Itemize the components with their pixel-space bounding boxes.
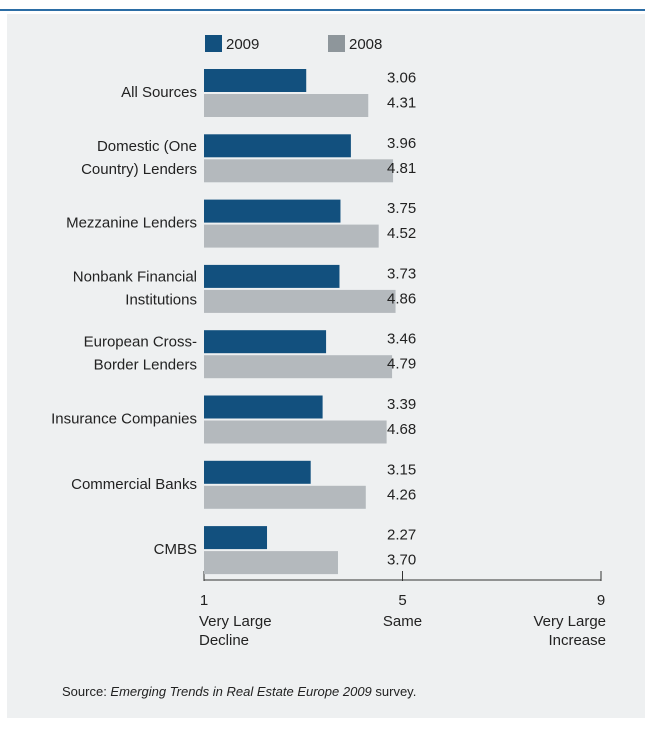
source-title: Emerging Trends in Real Estate Europe 20…: [110, 684, 371, 699]
x-tick-description: Decline: [199, 632, 249, 649]
bar: [204, 289, 396, 313]
bar: [204, 94, 369, 117]
bar: [204, 199, 341, 223]
value-label: 3.39: [387, 396, 416, 413]
legend-swatch: [328, 35, 345, 52]
x-tick-label: 5: [398, 592, 406, 609]
bar: [204, 159, 394, 183]
x-tick-label: 9: [597, 592, 605, 609]
category-label: Country) Lenders: [81, 161, 197, 178]
source-prefix: Source:: [62, 684, 110, 699]
value-label: 3.06: [387, 69, 416, 86]
legend-label: 2008: [349, 36, 382, 53]
bar: [204, 485, 366, 509]
x-tick-description: Very Large: [533, 613, 606, 630]
legend-label: 2009: [226, 36, 259, 53]
value-label: 4.52: [387, 225, 416, 242]
x-tick-label: 1: [200, 592, 208, 609]
value-label: 3.96: [387, 135, 416, 152]
value-label: 4.31: [387, 94, 416, 111]
category-label: Commercial Banks: [71, 476, 197, 493]
bar: [204, 69, 307, 92]
category-label: European Cross-: [84, 334, 197, 351]
value-label: 3.70: [387, 552, 416, 569]
bar: [204, 526, 268, 550]
category-label: Mezzanine Lenders: [66, 215, 197, 232]
category-label: Insurance Companies: [51, 410, 197, 427]
value-label: 3.15: [387, 461, 416, 478]
value-label: 3.46: [387, 331, 416, 348]
x-tick-description: Increase: [548, 632, 606, 649]
value-label: 4.86: [387, 290, 416, 307]
value-label: 4.81: [387, 160, 416, 177]
category-label: Nonbank Financial: [73, 268, 197, 285]
value-label: 4.79: [387, 356, 416, 373]
bar: [204, 264, 340, 288]
x-tick-description: Very Large: [199, 613, 272, 630]
top-rule: [0, 9, 645, 11]
value-label: 4.26: [387, 486, 416, 503]
bar: [204, 551, 338, 575]
value-label: 3.73: [387, 265, 416, 282]
bar: [204, 420, 387, 444]
bar: [204, 355, 393, 379]
source-note: Source: Emerging Trends in Real Estate E…: [62, 684, 416, 699]
bar: [204, 395, 323, 419]
legend-swatch: [205, 35, 222, 52]
bar: [204, 330, 327, 354]
category-label: Institutions: [125, 291, 197, 308]
bar: [204, 460, 311, 484]
category-label: Border Lenders: [94, 357, 197, 374]
bar: [204, 224, 379, 248]
value-label: 2.27: [387, 527, 416, 544]
category-label: Domestic (One: [97, 138, 197, 155]
source-suffix: survey.: [372, 684, 417, 699]
category-label: CMBS: [154, 541, 197, 558]
value-label: 4.68: [387, 421, 416, 438]
bar: [204, 134, 351, 158]
category-label: All Sources: [121, 84, 197, 101]
x-tick-description: Same: [383, 613, 422, 630]
value-label: 3.75: [387, 200, 416, 217]
